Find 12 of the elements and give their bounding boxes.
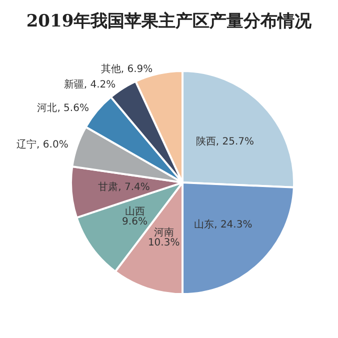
slice-label: 其他, 6.9% (100, 63, 153, 76)
data-label: 10.3% (148, 238, 180, 249)
slice-label: 河北, 5.6% (37, 102, 89, 114)
slice-label: 陕西, 25.7% (196, 135, 254, 148)
slice-label: 甘肃, 7.4% (98, 181, 150, 194)
chart-title: 2019年我国苹果主产区产量分布情况 (26, 12, 313, 32)
slice-label: 山东, 24.3% (194, 218, 252, 230)
slice-label: 山西 (124, 205, 145, 218)
data-label: 9.6% (122, 216, 148, 228)
slice-label: 河南 (154, 226, 174, 239)
slice-label: 新疆, 4.2% (64, 78, 116, 90)
slice-label: 辽宁, 6.0% (16, 138, 68, 150)
